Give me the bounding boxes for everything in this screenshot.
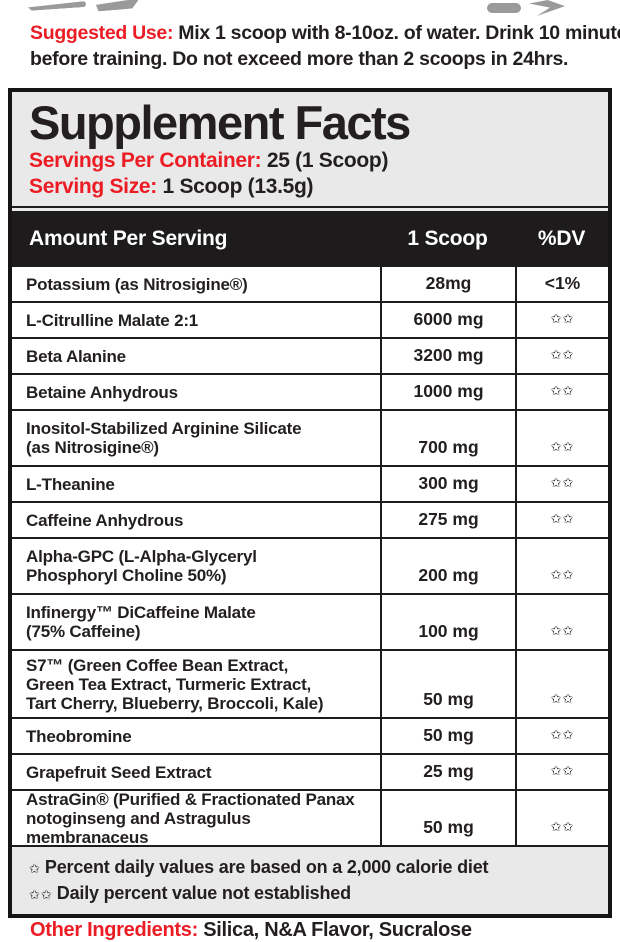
table-row: Beta Alanine 3200 mg ✩✩ — [12, 339, 608, 375]
ingredient-name: Betaine Anhydrous — [26, 382, 178, 402]
ingredient-dv: <1% — [515, 267, 608, 301]
serving-size: Serving Size: 1 Scoop (13.5g) — [29, 174, 596, 200]
table-row: Theobromine 50 mg ✩✩ — [12, 719, 608, 755]
ingredient-name: Grapefruit Seed Extract — [26, 762, 212, 782]
ingredient-table: Potassium (as Nitrosigine®) 28mg <1% L-C… — [12, 267, 608, 847]
ingredient-dv: ✩✩ — [515, 503, 608, 537]
ingredient-amount: 200 mg — [380, 539, 515, 593]
ingredient-name: L-Theanine — [26, 474, 115, 494]
servings-label: Servings Per Container: — [29, 149, 262, 172]
suggested-use-line1: Suggested Use: Mix 1 scoop with 8-10oz. … — [30, 20, 620, 46]
table-header-bar: Amount Per Serving 1 Scoop %DV — [12, 211, 608, 267]
ingredient-amount: 275 mg — [380, 503, 515, 537]
other-ingredients: Other Ingredients: Silica, N&A Flavor, S… — [30, 919, 620, 942]
other-ingredients-value: Silica, N&A Flavor, Sucralose — [203, 919, 472, 941]
ingredient-name: S7™ (Green Coffee Bean Extract, Green Te… — [26, 655, 324, 713]
logo-fragment-icon — [94, 0, 139, 12]
suggested-use-label: Suggested Use: — [30, 22, 174, 44]
footnote-daily-values: ✩ Percent daily values are based on a 2,0… — [29, 857, 489, 877]
ingredient-dv: ✩✩ — [515, 411, 608, 465]
footnote-not-established: ✩✩ Daily percent value not established — [29, 883, 351, 903]
ingredient-name: Alpha-GPC (L-Alpha-Glyceryl Phosphoryl C… — [26, 547, 257, 585]
footnotes: ✩ Percent daily values are based on a 2,0… — [12, 847, 608, 914]
ingredient-dv: ✩✩ — [515, 539, 608, 593]
serving-size-value: 1 Scoop (13.5g) — [162, 175, 314, 198]
ingredient-amount: 50 mg — [380, 651, 515, 717]
ingredient-name: Caffeine Anhydrous — [26, 510, 184, 530]
other-ingredients-label: Other Ingredients: — [30, 919, 198, 941]
footnote-star-icon: ✩ — [29, 861, 41, 876]
table-row: Infinergy™ DiCaffeine Malate (75% Caffei… — [12, 595, 608, 651]
ingredient-amount: 6000 mg — [380, 303, 515, 337]
footnote-stars-icon: ✩✩ — [29, 887, 53, 902]
column-header-dv: %DV — [537, 227, 586, 250]
panel-title: Supplement Facts — [29, 96, 411, 149]
ingredient-dv: ✩✩ — [515, 595, 608, 649]
ingredient-name: Infinergy™ DiCaffeine Malate (75% Caffei… — [26, 603, 256, 641]
servings-per-container: Servings Per Container: 25 (1 Scoop) — [29, 148, 596, 174]
table-row: Potassium (as Nitrosigine®) 28mg <1% — [12, 267, 608, 303]
supplement-facts-panel: Supplement Facts Servings Per Container:… — [8, 88, 612, 918]
table-row: Inositol-Stabilized Arginine Silicate (a… — [12, 411, 608, 467]
ingredient-dv: ✩✩ — [515, 303, 608, 337]
column-header-scoop: 1 Scoop — [407, 227, 488, 250]
logo-fragment-icon — [28, 1, 86, 11]
ingredient-dv: ✩✩ — [515, 755, 608, 789]
servings-value: 25 (1 Scoop) — [266, 149, 389, 172]
ingredient-dv: ✩✩ — [515, 375, 608, 409]
ingredient-amount: 50 mg — [380, 719, 515, 753]
ingredient-dv: ✩✩ — [515, 651, 608, 717]
ingredient-amount: 50 mg — [380, 791, 515, 845]
table-row: L-Theanine 300 mg ✩✩ — [12, 467, 608, 503]
table-row: Grapefruit Seed Extract 25 mg ✩✩ — [12, 755, 608, 791]
suggested-use-text1: Mix 1 scoop with 8-10oz. of water. Drink… — [178, 22, 620, 44]
serving-size-label: Serving Size: — [29, 175, 157, 198]
column-header-amount-per-serving: Amount Per Serving — [29, 227, 228, 250]
ingredient-name: Theobromine — [26, 726, 132, 746]
logo-fragment-icon — [487, 3, 521, 13]
suggested-use: Suggested Use: Mix 1 scoop with 8-10oz. … — [30, 20, 620, 72]
table-row: AstraGin® (Purified & Fractionated Panax… — [12, 789, 608, 847]
ingredient-dv: ✩✩ — [515, 467, 608, 501]
ingredient-dv: ✩✩ — [515, 719, 608, 753]
ingredient-dv: ✩✩ — [515, 339, 608, 373]
table-row: S7™ (Green Coffee Bean Extract, Green Te… — [12, 651, 608, 719]
panel-header: Supplement Facts Servings Per Container:… — [12, 92, 608, 208]
ingredient-amount: 28mg — [380, 267, 515, 301]
ingredient-amount: 700 mg — [380, 411, 515, 465]
ingredient-amount: 25 mg — [380, 755, 515, 789]
ingredient-name: Beta Alanine — [26, 346, 126, 366]
table-row: Caffeine Anhydrous 275 mg ✩✩ — [12, 503, 608, 539]
ingredient-amount: 3200 mg — [380, 339, 515, 373]
suggested-use-line2: before training. Do not exceed more than… — [30, 48, 569, 70]
table-row: Alpha-GPC (L-Alpha-Glyceryl Phosphoryl C… — [12, 539, 608, 595]
ingredient-dv: ✩✩ — [515, 791, 608, 845]
ingredient-name: Inositol-Stabilized Arginine Silicate (a… — [26, 419, 302, 457]
ingredient-name: AstraGin® (Purified & Fractionated Panax… — [26, 789, 355, 847]
logo-arrow-icon — [529, 0, 565, 16]
table-row: L-Citrulline Malate 2:1 6000 mg ✩✩ — [12, 303, 608, 339]
ingredient-name: Potassium (as Nitrosigine®) — [26, 274, 248, 294]
table-row: Betaine Anhydrous 1000 mg ✩✩ — [12, 375, 608, 411]
ingredient-amount: 300 mg — [380, 467, 515, 501]
ingredient-name: L-Citrulline Malate 2:1 — [26, 310, 199, 330]
ingredient-amount: 100 mg — [380, 595, 515, 649]
ingredient-amount: 1000 mg — [380, 375, 515, 409]
